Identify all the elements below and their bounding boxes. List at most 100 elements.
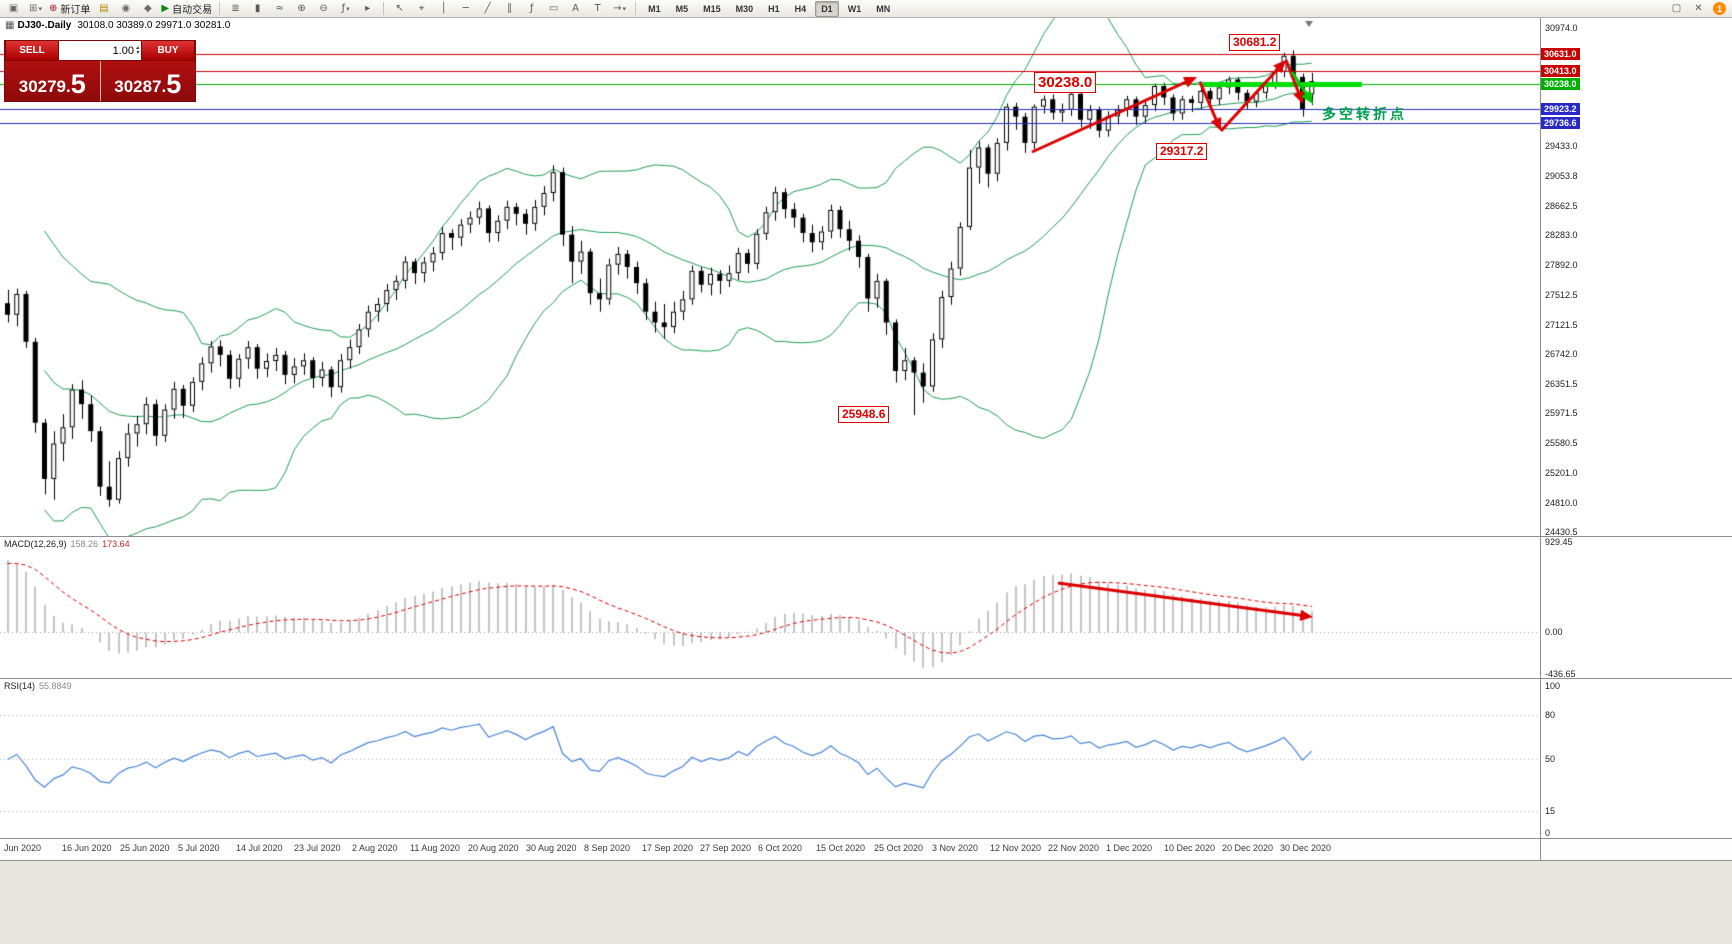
date-label: 25 Oct 2020	[874, 843, 924, 853]
axis-tick-label: 25201.0	[1545, 467, 1578, 478]
date-label: 16 Jun 2020	[62, 843, 112, 853]
date-label: 17 Sep 2020	[642, 843, 694, 853]
volume-input[interactable]: 1.00 ▴ ▾	[59, 41, 141, 60]
timeframe-m5[interactable]: M5	[675, 3, 689, 14]
rsi-canvas[interactable]	[0, 678, 1540, 838]
stepper-up-icon[interactable]: ▴	[135, 44, 139, 51]
time-axis[interactable]: Jun 2020 16 Jun 2020 25 Jun 2020 5 Jul 2020…	[0, 838, 1732, 860]
date-label: 2 Aug 2020	[352, 843, 398, 853]
sell-button[interactable]: SELL	[5, 41, 59, 60]
axis-tick-label: 25580.5	[1545, 438, 1578, 449]
crosshair-icon[interactable]: ⌖	[418, 2, 425, 14]
indicators-icon[interactable]: ƒ ▾	[341, 2, 350, 14]
macd-indicator-label: MACD(12,26,9) 158.26 173.64	[4, 539, 130, 549]
timeframe-m1[interactable]: M1	[648, 3, 661, 14]
axis-tick-label: 27121.5	[1545, 319, 1578, 330]
new-order-button-label: 新订单	[60, 5, 91, 16]
axis-tick-label: 29433.0	[1545, 141, 1578, 152]
chart-note-text[interactable]: 多空转折点	[1322, 107, 1407, 123]
buy-button[interactable]: BUY	[141, 41, 195, 60]
label-icon[interactable]: T	[594, 2, 601, 14]
date-label: 12 Nov 2020	[990, 843, 1042, 853]
date-label: 30 Dec 2020	[1280, 843, 1332, 853]
notification-badge[interactable]: 1	[1713, 2, 1726, 15]
price-annotation[interactable]: 30238.0	[1034, 72, 1097, 93]
new-chart-icon[interactable]: ⊞ ▾	[29, 2, 42, 14]
timeframe-d1[interactable]: D1	[815, 0, 839, 17]
candlestick-icon[interactable]: ▮	[254, 2, 261, 14]
price-axis-border	[1540, 18, 1541, 860]
depth-of-market-icon[interactable]: ▤	[99, 2, 109, 14]
axis-tick-label: 24810.0	[1545, 497, 1578, 508]
axis-tick-label: 27892.0	[1545, 260, 1578, 271]
ohlc-values: 30108.0 30389.0 29971.0 30281.0	[77, 20, 231, 31]
dropdown-caret-icon[interactable]: ▾	[346, 4, 350, 13]
autotrading-icon: ▶	[161, 2, 170, 14]
axis-tick-label: 15	[1545, 805, 1556, 816]
new-order-button[interactable]: ⊕ 新订单	[47, 1, 92, 17]
autotrading-button[interactable]: ▶ 自动交易	[159, 1, 214, 17]
buy-price[interactable]: 30287. 5	[101, 61, 196, 101]
main-chart-canvas[interactable]	[0, 18, 1540, 536]
dropdown-caret-icon[interactable]: ▾	[622, 4, 627, 13]
chart-title: ▦ DJ30-.Daily 30108.0 30389.0 29971.0 3028…	[5, 20, 230, 31]
axis-tick-label: 100	[1545, 680, 1561, 691]
timeframe-m15[interactable]: M15	[703, 3, 721, 14]
window-close-icon[interactable]: ✕	[1694, 2, 1703, 14]
date-label: 30 Aug 2020	[526, 843, 577, 853]
timeframe-m30[interactable]: M30	[735, 3, 754, 14]
price-annotation[interactable]: 25948.6	[838, 406, 890, 423]
horizontal-line-icon[interactable]: ─	[462, 2, 469, 14]
shapes-icon[interactable]: ▭	[548, 2, 559, 14]
axis-tick-label: 25971.5	[1545, 408, 1578, 419]
equidistant-channel-icon[interactable]: ∥	[507, 2, 513, 14]
sell-price-main: 30279.	[18, 77, 71, 96]
axis-tick-label: 30974.0	[1545, 22, 1578, 33]
panel-separator[interactable]	[0, 536, 1732, 537]
line-chart-icon[interactable]: ≈	[275, 2, 284, 14]
arrows-icon[interactable]: → ▾	[613, 2, 627, 14]
date-label: 20 Dec 2020	[1222, 843, 1274, 853]
bar-chart-icon[interactable]: ≣	[231, 2, 240, 14]
window-restore-icon[interactable]: ▢	[1671, 2, 1682, 14]
buy-price-main: 30287.	[114, 77, 167, 96]
chart-shift-icon[interactable]: ▸	[365, 2, 371, 14]
date-label: 22 Nov 2020	[1048, 843, 1100, 853]
timeframe-w1[interactable]: W1	[847, 3, 862, 14]
toolbar: ▣ ⊞ ▾ ⊕ 新订单 ▤ ◉ ◆ ▶ 自动交易 ≣ ▮ ≈ ⊕ ⊖ ƒ ▾ ▸ ↖ ⌖ │ ─ ╱ ∥ ƒ ▭ A T → ▾ M1 M5 M…	[0, 0, 1732, 18]
date-label: 8 Sep 2020	[584, 843, 631, 853]
date-label: 1 Dec 2020	[1106, 843, 1153, 853]
zoom-in-icon[interactable]: ⊕	[297, 2, 306, 14]
macd-value: 158.26	[70, 539, 99, 549]
community-icon[interactable]: ◉	[121, 2, 131, 14]
rsi-indicator-label: RSI(14) 55.8849	[4, 681, 72, 691]
dropdown-caret-icon[interactable]: ▾	[38, 4, 42, 13]
volume-stepper[interactable]: ▴ ▾	[135, 44, 139, 56]
axis-tick-label: 26351.5	[1545, 379, 1578, 390]
price-annotation[interactable]: 29317.2	[1156, 143, 1208, 160]
macd-canvas[interactable]	[0, 536, 1540, 678]
trendline-icon[interactable]: ╱	[484, 2, 491, 14]
axis-tick-label: 929.45	[1545, 537, 1573, 548]
chart-icon: ▦	[5, 20, 15, 31]
text-icon[interactable]: A	[572, 2, 580, 14]
zoom-out-icon[interactable]: ⊖	[319, 2, 328, 14]
price-line-label: 29923.2	[1541, 102, 1580, 115]
timeframe-h4[interactable]: H4	[794, 3, 807, 14]
stepper-down-icon[interactable]: ▾	[135, 49, 139, 56]
date-label: 25 Jun 2020	[120, 843, 170, 853]
date-label: 5 Jul 2020	[178, 843, 220, 853]
market-icon[interactable]: ◆	[144, 2, 152, 14]
timeframe-mn[interactable]: MN	[876, 3, 891, 14]
fibonacci-icon[interactable]: ƒ	[529, 2, 534, 14]
axis-tick-label: 28283.0	[1545, 230, 1578, 241]
panel-separator[interactable]	[0, 678, 1732, 679]
price-annotation[interactable]: 30681.2	[1229, 34, 1281, 51]
timeframe-h1[interactable]: H1	[768, 3, 780, 14]
vertical-line-icon[interactable]: │	[440, 2, 447, 14]
chart-window-icon[interactable]: ▣	[8, 2, 19, 14]
sell-price[interactable]: 30279. 5	[5, 61, 101, 101]
date-label: 20 Aug 2020	[468, 843, 519, 853]
toolbar-separator	[219, 2, 221, 15]
cursor-icon[interactable]: ↖	[395, 2, 404, 14]
